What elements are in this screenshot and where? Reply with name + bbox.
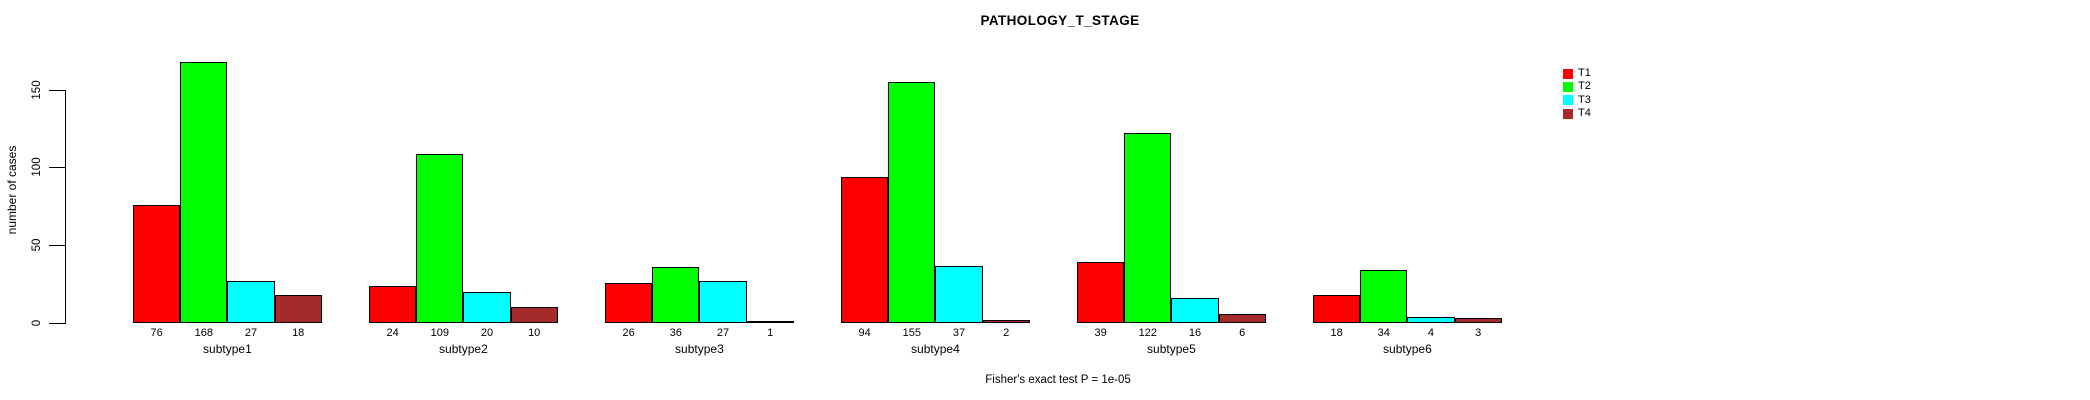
bar-value-label: 24 [386, 327, 399, 339]
category-label-subtype3: subtype3 [675, 342, 724, 356]
legend-item-T4: T4 [1563, 107, 1591, 120]
bar-T1-subtype4 [841, 176, 889, 323]
legend-label: T2 [1578, 80, 1591, 93]
bar-value-label: 18 [1330, 327, 1343, 339]
bar-value-label: 36 [669, 327, 682, 339]
bar-T2-subtype1 [180, 61, 228, 323]
legend-swatch-T3 [1563, 95, 1573, 106]
bar-value-label: 26 [622, 327, 635, 339]
bar-value-label: 34 [1377, 327, 1390, 339]
bar-T1-subtype3 [605, 282, 653, 323]
bar-value-label: 2 [1003, 327, 1010, 339]
category-label-subtype5: subtype5 [1147, 342, 1196, 356]
legend-swatch-T1 [1563, 68, 1573, 79]
y-tick [49, 89, 65, 91]
bar-T2-subtype5 [1124, 132, 1172, 323]
y-tick-label: 50 [31, 238, 43, 252]
bar-T2-subtype4 [888, 81, 936, 323]
y-tick-label: 0 [31, 319, 43, 326]
legend-label: T4 [1578, 107, 1591, 120]
y-axis-line [65, 89, 66, 324]
stat-annotation: Fisher's exact test P = 1e-05 [985, 374, 1131, 386]
bar-T4-subtype4 [982, 319, 1030, 323]
bar-value-label: 6 [1239, 327, 1246, 339]
bar-T3-subtype3 [699, 280, 747, 323]
y-tick-label: 100 [31, 157, 43, 177]
bar-value-label: 37 [952, 327, 966, 339]
y-tick [49, 322, 65, 324]
bar-value-label: 39 [1094, 327, 1107, 339]
bar-T4-subtype3 [746, 320, 794, 323]
bar-T3-subtype2 [463, 291, 511, 323]
category-label-subtype6: subtype6 [1383, 342, 1432, 356]
legend: T1 T2 T3 T4 [1563, 67, 1591, 120]
bar-T4-subtype1 [274, 294, 322, 323]
bar-value-label: 27 [716, 327, 730, 339]
bar-T2-subtype3 [652, 266, 700, 323]
bar-T3-subtype5 [1171, 297, 1219, 323]
bar-value-label: 155 [902, 327, 921, 339]
bar-value-label: 18 [292, 327, 305, 339]
bar-T2-subtype2 [416, 153, 464, 323]
y-axis-title: number of cases [5, 145, 19, 235]
bar-T2-subtype6 [1360, 269, 1408, 323]
bar-value-label: 27 [244, 327, 258, 339]
category-label-subtype2: subtype2 [439, 342, 488, 356]
bar-value-label: 94 [858, 327, 871, 339]
legend-swatch-T4 [1563, 108, 1573, 119]
bar-value-label: 20 [480, 327, 494, 339]
bar-value-label: 10 [528, 327, 541, 339]
bar-value-label: 16 [1188, 327, 1202, 339]
bar-value-label: 168 [194, 327, 213, 339]
y-tick [49, 244, 65, 246]
bar-value-label: 1 [767, 327, 774, 339]
y-tick-label: 150 [31, 79, 43, 100]
bar-T3-subtype4 [935, 265, 983, 323]
bar-value-label: 109 [430, 327, 449, 339]
legend-item-T2: T2 [1563, 80, 1591, 93]
bar-T4-subtype6 [1454, 317, 1502, 323]
legend-item-T3: T3 [1563, 94, 1591, 107]
bar-T1-subtype5 [1077, 261, 1125, 323]
chart-title: PATHOLOGY_T_STAGE [980, 13, 1140, 28]
legend-label: T3 [1578, 93, 1591, 106]
bar-T4-subtype2 [510, 306, 558, 323]
bar-value-label: 3 [1475, 327, 1482, 339]
bar-T1-subtype2 [369, 285, 417, 323]
bar-T4-subtype5 [1218, 313, 1266, 323]
bar-T1-subtype1 [133, 204, 181, 323]
bar-value-label: 122 [1138, 327, 1157, 339]
bar-T3-subtype1 [227, 280, 275, 323]
category-label-subtype1: subtype1 [203, 342, 252, 356]
bar-T3-subtype6 [1407, 316, 1455, 323]
bar-T1-subtype6 [1313, 294, 1361, 323]
legend-swatch-T2 [1563, 81, 1573, 92]
legend-item-T1: T1 [1563, 67, 1591, 80]
bar-value-label: 4 [1427, 327, 1435, 339]
bar-value-label: 76 [150, 327, 163, 339]
category-label-subtype4: subtype4 [911, 342, 960, 356]
legend-label: T1 [1578, 67, 1591, 80]
y-tick [49, 167, 65, 169]
